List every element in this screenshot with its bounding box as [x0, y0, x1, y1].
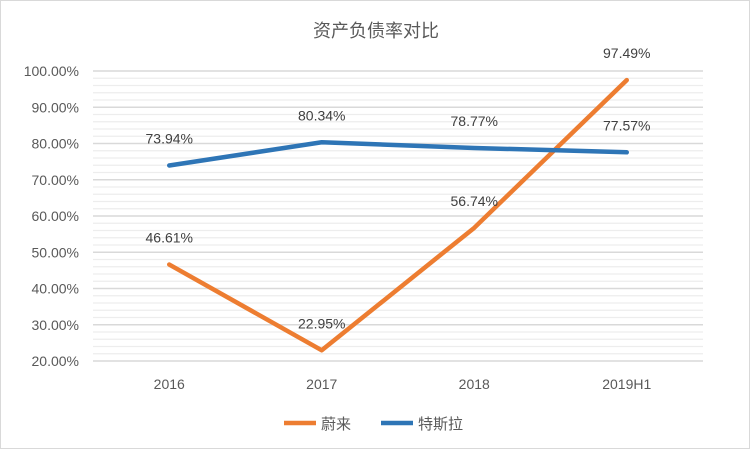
legend-label: 特斯拉: [418, 415, 463, 433]
data-label: 22.95%: [298, 315, 345, 331]
y-tick-label: 40.00%: [32, 281, 79, 297]
y-tick-label: 50.00%: [32, 244, 79, 260]
data-label: 78.77%: [451, 113, 498, 129]
x-tick-label: 2016: [154, 376, 185, 392]
x-tick-label: 2017: [306, 376, 337, 392]
data-label: 77.57%: [603, 117, 650, 133]
x-tick-label: 2019H1: [602, 376, 651, 392]
data-label: 56.74%: [451, 193, 498, 209]
y-tick-label: 30.00%: [32, 317, 79, 333]
y-tick-label: 20.00%: [32, 353, 79, 369]
x-tick-label: 2018: [459, 376, 490, 392]
data-label: 97.49%: [603, 45, 650, 61]
legend-label: 蔚来: [321, 415, 351, 433]
series-line-tesla: [167, 140, 629, 168]
data-label: 80.34%: [298, 107, 345, 123]
y-tick-label: 90.00%: [32, 99, 79, 115]
y-tick-label: 100.00%: [24, 63, 79, 79]
y-tick-label: 70.00%: [32, 172, 79, 188]
data-label: 46.61%: [146, 230, 193, 246]
y-tick-label: 80.00%: [32, 136, 79, 152]
data-label: 73.94%: [146, 130, 193, 146]
series-line-nio: [167, 77, 629, 353]
y-tick-label: 60.00%: [32, 208, 79, 224]
chart-title: 资产负债率对比: [313, 21, 439, 42]
